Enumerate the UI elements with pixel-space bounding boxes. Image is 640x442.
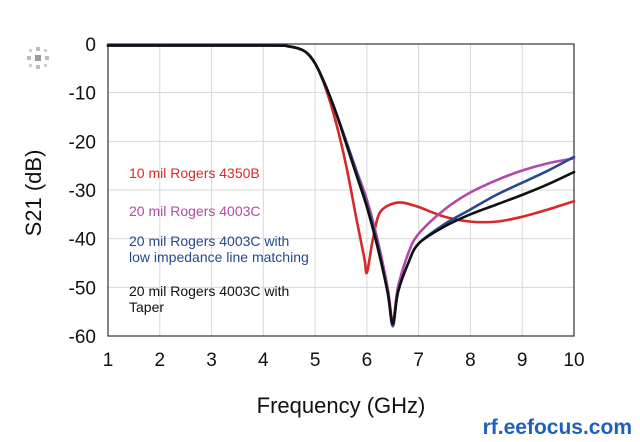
watermark-text: rf.eefocus.com — [483, 416, 632, 439]
series-line-4 — [106, 44, 576, 326]
y-tick-label: -40 — [69, 230, 96, 251]
eefocus-logo-icon — [27, 47, 49, 69]
x-tick-label: 8 — [465, 350, 476, 371]
y-tick-label: -10 — [69, 84, 96, 105]
x-tick-label: 5 — [310, 350, 321, 371]
y-tick-label: -50 — [69, 278, 96, 299]
x-tick-label: 6 — [362, 350, 373, 371]
legend-entry-3: 20 mil Rogers 4003C with — [129, 233, 289, 249]
legend: 10 mil Rogers 4350B 20 mil Rogers 4003C 20… — [129, 165, 309, 315]
y-axis-title: S21 (dB) — [21, 150, 46, 237]
series-lines — [106, 44, 576, 328]
x-tick-label: 4 — [258, 350, 269, 371]
x-tick-label: 7 — [413, 350, 424, 371]
axis-ticks: 1 2 3 4 5 6 7 8 9 10 0 -10 -20 -30 -40 -50 -60 — [69, 35, 585, 371]
x-tick-label: 9 — [517, 350, 528, 371]
y-tick-label: 0 — [85, 35, 96, 56]
y-tick-label: -30 — [69, 181, 96, 202]
legend-entry-2: 20 mil Rogers 4003C — [129, 203, 261, 219]
legend-entry-1: 10 mil Rogers 4350B — [129, 165, 260, 181]
legend-entry-4: 20 mil Rogers 4003C with — [129, 283, 289, 299]
legend-entry-3: low impedance line matching — [129, 249, 309, 265]
x-tick-label: 10 — [563, 350, 584, 371]
y-tick-label: -20 — [69, 132, 96, 153]
x-tick-label: 1 — [103, 350, 114, 371]
y-tick-label: -60 — [69, 327, 96, 348]
x-tick-label: 3 — [206, 350, 217, 371]
x-tick-label: 2 — [154, 350, 165, 371]
plot-area — [107, 43, 575, 337]
series-line-2 — [106, 44, 576, 323]
legend-entry-4: Taper — [129, 299, 164, 315]
x-axis-title: Frequency (GHz) — [257, 393, 426, 418]
